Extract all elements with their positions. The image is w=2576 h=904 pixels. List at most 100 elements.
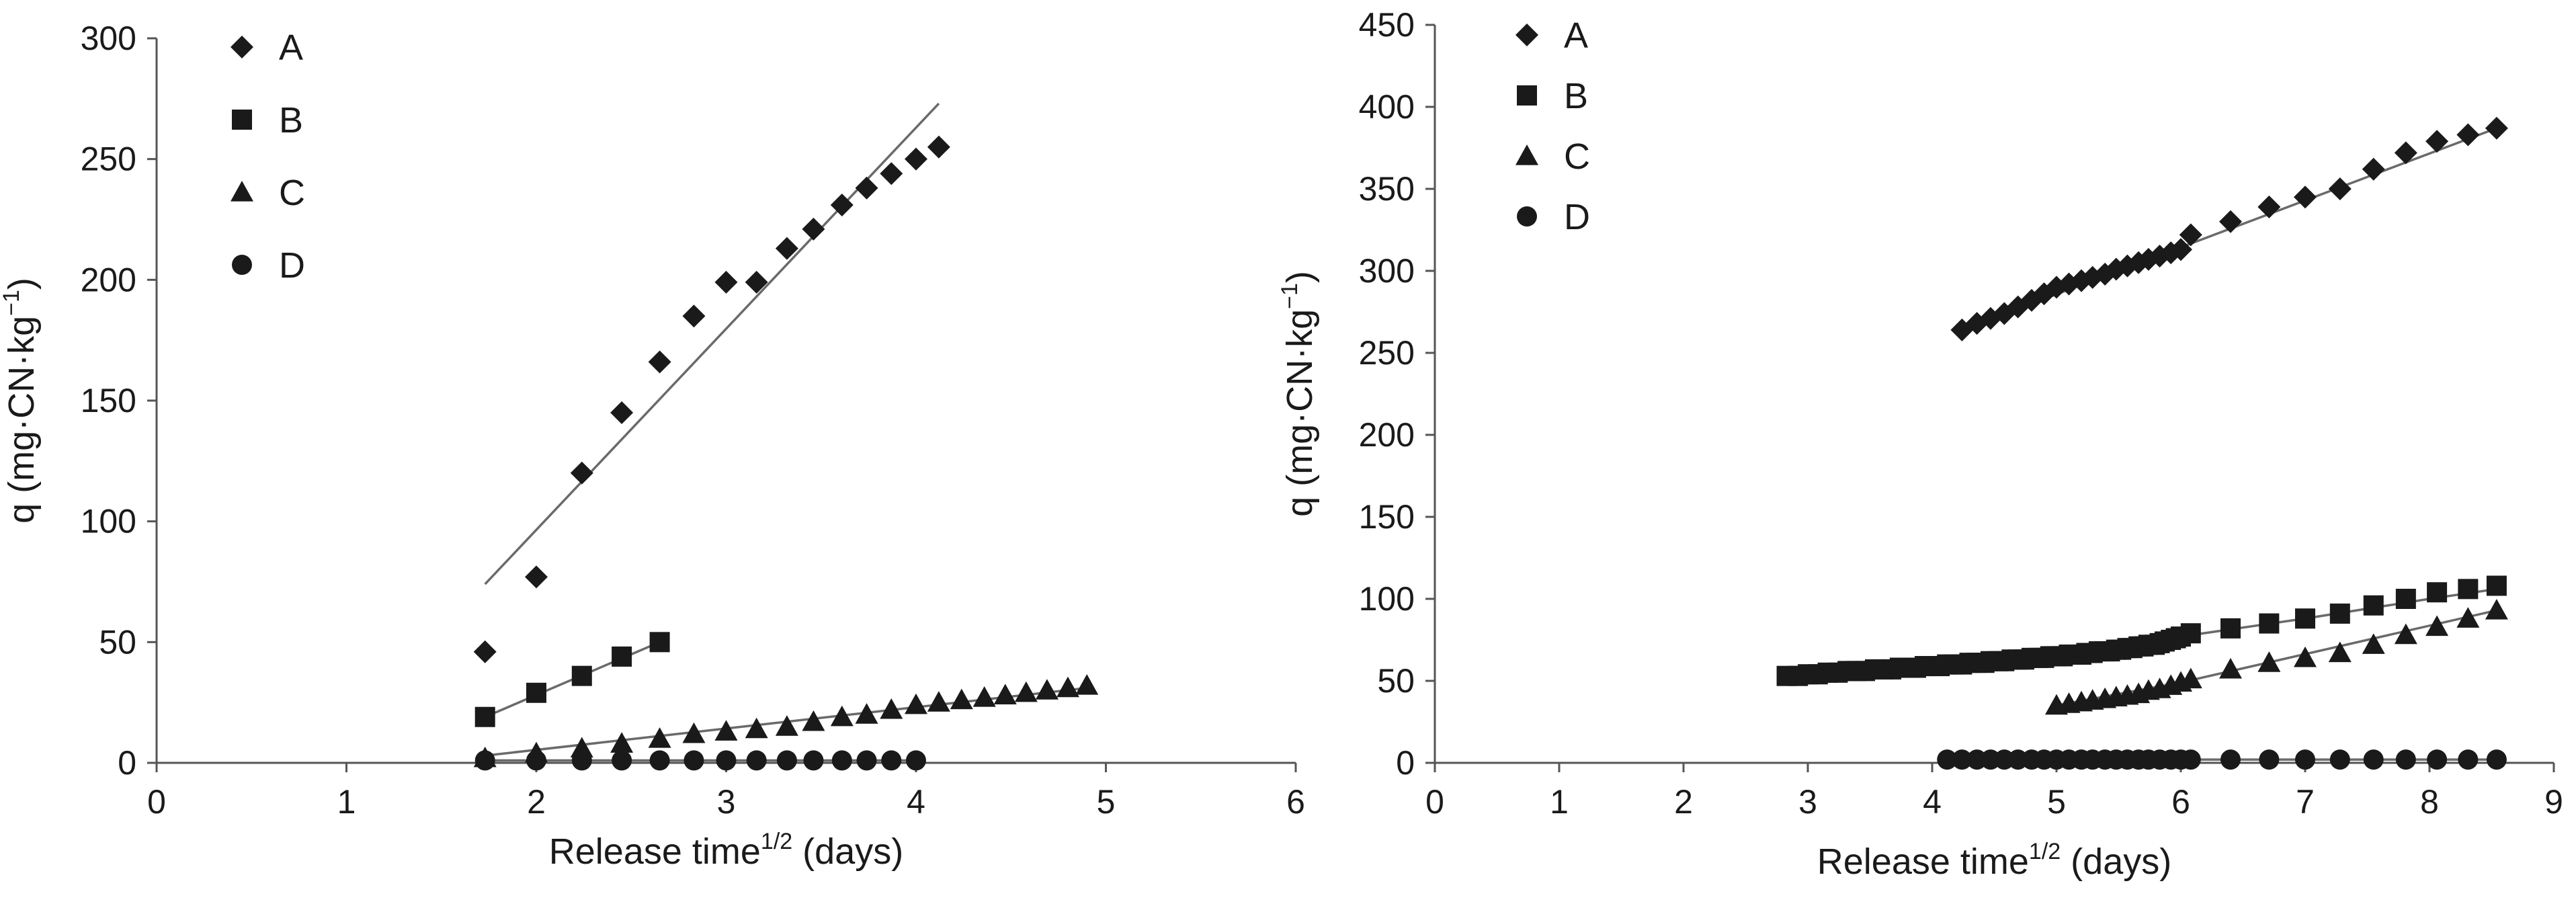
data-point-a [2219,210,2242,233]
data-point-d [2180,749,2201,770]
data-point-d [1937,749,1958,770]
data-point-b [571,665,592,686]
chart-right: 0 50 100 150 200 250 300 350 400 450 0 1 2 3 4 5 6 7 8 9 Rel… [1277,6,2563,882]
data-point-a [2362,157,2385,181]
data-point-a [880,162,903,186]
data-point-b [2295,608,2315,629]
data-point-d [2295,749,2315,770]
data-point-a [802,217,825,241]
data-point-b [2458,579,2479,600]
data-point-c [802,710,825,731]
data-point-c [927,691,950,712]
data-point-c [745,717,768,739]
legend-marker-b [232,110,252,130]
legend-label-c: C [279,173,305,213]
data-point-a [610,401,634,424]
data-point-c [905,693,927,714]
series-b [1776,575,2507,686]
data-point-c [972,686,996,707]
data-point-d [2259,749,2280,770]
data-point-d [2363,749,2384,770]
data-point-d [831,750,852,771]
data-point-c [1035,679,1058,700]
data-point-d [776,750,797,771]
x-tick-label: 5 [1097,783,1116,821]
data-point-d [2220,749,2241,770]
data-point-b [2427,582,2448,603]
data-point-b [2180,623,2201,644]
data-point-b [649,632,670,653]
y-tick-label: 50 [99,623,136,661]
data-point-a [2328,177,2352,200]
data-point-c [1014,681,1038,702]
data-point-d [683,750,704,771]
data-point-c [2257,651,2281,672]
data-point-d [2458,749,2479,770]
data-point-a [830,193,854,216]
data-point-b [2363,595,2384,616]
x-axis-title: Release time1/2 (days) [1817,839,2171,882]
data-point-c [830,705,854,727]
data-point-a [525,565,548,589]
y-tick-label: 50 [1377,662,1415,700]
data-point-b [2486,575,2507,596]
data-point-d [526,750,546,771]
x-tick-label: 2 [527,783,546,821]
data-point-d [474,750,495,771]
y-tick-label: 300 [81,19,136,57]
x-tick-label: 0 [1425,783,1444,821]
data-point-c [2456,607,2480,628]
data-point-b [474,706,495,727]
data-point-c [648,727,671,748]
data-point-c [2425,615,2449,636]
data-point-a [682,304,706,328]
data-point-d [716,750,737,771]
y-tick-label: 100 [81,503,136,540]
x-tick-label: 1 [337,783,356,821]
data-point-d [1952,749,1972,770]
data-point-b [2329,603,2350,624]
y-tick-label: 400 [1359,88,1415,126]
data-point-d [746,750,767,771]
y-axis-title: q (mg·CN·kg−1) [1277,271,1320,517]
data-point-c [2328,641,2352,663]
data-point-a [2257,195,2281,218]
data-point-a [2425,130,2449,153]
x-tick-label: 6 [2171,783,2190,821]
data-point-d [612,750,632,771]
x-tick-label: 5 [2047,783,2066,821]
x-tick-label: 8 [2420,783,2439,821]
y-tick-label: 250 [1359,334,1415,372]
data-point-c [2179,667,2202,689]
data-point-a [2394,141,2417,165]
y-tick-label: 200 [81,261,136,298]
data-point-c [993,684,1017,704]
data-point-d [881,750,902,771]
trend-line-a [484,102,940,585]
x-tick-label: 3 [1798,783,1817,821]
chart-left: 0 50 100 150 200 250 300 0 1 2 3 4 5 6 Release time1/2… [0,19,1305,872]
legend-marker-d [1517,206,1537,227]
data-point-a [855,176,878,200]
y-tick-label: 450 [1359,6,1415,44]
data-point-c [2362,633,2385,654]
x-tick-label: 1 [1550,783,1569,821]
data-point-c [714,720,738,741]
data-point-b [2220,618,2241,639]
data-point-a [648,350,671,374]
data-point-d [856,750,877,771]
data-point-d [2486,749,2507,770]
data-point-a [2294,186,2317,209]
data-point-a [745,270,768,294]
legend-label-c: C [1564,136,1590,177]
y-tick-label: 150 [81,382,136,419]
y-tick-label: 150 [1359,498,1415,536]
series-b [474,632,670,727]
x-tick-label: 0 [147,783,166,821]
data-point-d [571,750,592,771]
data-point-c [950,688,973,710]
x-tick-label: 3 [717,783,736,821]
